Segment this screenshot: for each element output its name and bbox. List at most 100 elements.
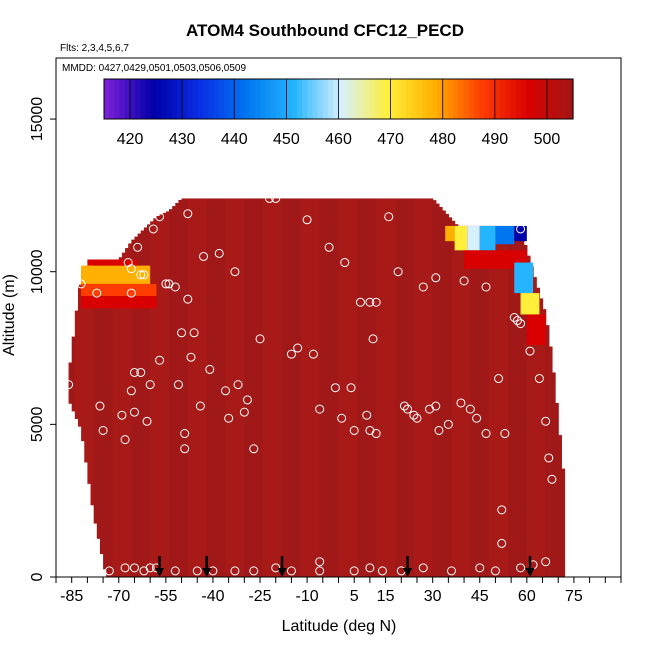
sample-point: [161, 279, 171, 289]
sample-point: [76, 279, 86, 289]
heatmap-column: [294, 198, 299, 577]
colorbar-segment: [489, 79, 496, 119]
colorbar-segment: [208, 79, 215, 119]
sample-point: [189, 328, 199, 338]
heatmap-column: [438, 207, 443, 577]
sample-point: [371, 429, 381, 439]
sample-point: [233, 380, 243, 390]
heatmap-patch: [81, 296, 157, 309]
sample-point: [129, 563, 139, 573]
flight-arrow-head: [403, 568, 413, 577]
heatmap-column: [357, 198, 362, 577]
y-tick-label: 0: [29, 572, 46, 581]
heatmap-column: [241, 198, 245, 577]
heatmap-column: [77, 284, 82, 427]
heatmap-column: [275, 198, 280, 577]
heatmap-column: [244, 198, 249, 577]
colorbar-segment: [562, 79, 569, 119]
heatmap-column: [87, 267, 92, 484]
colorbar-segment: [427, 79, 433, 119]
sample-point: [431, 273, 441, 283]
heatmap-column: [68, 362, 73, 404]
heatmap-column: [153, 218, 158, 577]
sample-point: [302, 215, 312, 225]
sample-point: [214, 248, 224, 258]
colorbar-segment: [536, 79, 543, 119]
sample-point: [195, 401, 205, 411]
sample-point: [475, 563, 485, 573]
sample-point: [393, 267, 403, 277]
heatmap-column: [150, 221, 154, 577]
colorbar-segment: [197, 79, 204, 119]
heatmap-column: [517, 228, 522, 577]
sample-point: [155, 355, 165, 365]
heatmap-column: [203, 198, 208, 577]
sample-point: [365, 563, 375, 573]
colorbar-segment: [234, 79, 241, 119]
heatmap-column: [429, 198, 434, 577]
colorbar-segment: [395, 79, 402, 119]
heatmap-column: [341, 198, 346, 577]
heatmap-column: [555, 402, 559, 577]
heatmap-column: [222, 198, 227, 577]
sample-point: [547, 474, 557, 484]
sample-point: [230, 267, 240, 277]
heatmap-column: [266, 198, 271, 577]
heatmap-column: [134, 236, 139, 577]
heatmap-column: [256, 198, 261, 577]
heatmap-column: [416, 198, 421, 577]
heatmap-column: [470, 225, 475, 577]
colorbar-segment: [286, 79, 293, 119]
heatmap-column: [253, 198, 258, 577]
colorbar-segment: [275, 79, 282, 119]
heatmap-column: [388, 198, 393, 577]
heatmap-column: [473, 225, 478, 577]
sample-point: [139, 566, 149, 576]
heatmap-column: [451, 220, 456, 577]
colorbar-segment: [442, 79, 449, 119]
x-tick-label: -85: [60, 588, 83, 605]
colorbar-segment: [291, 79, 298, 119]
colorbar-segment: [453, 79, 459, 119]
flights-subtitle: Flts: 2,3,4,5,6,7: [60, 43, 129, 54]
sample-point: [346, 383, 356, 393]
heatmap-patch: [526, 314, 546, 345]
heatmap-patch: [454, 225, 468, 251]
sample-point: [173, 380, 183, 390]
heatmap-column: [103, 260, 107, 570]
colorbar-segment: [218, 79, 225, 119]
heatmap-column: [479, 225, 484, 577]
colorbar-segment: [312, 79, 319, 119]
sample-point: [239, 407, 249, 417]
colorbar-segment: [515, 79, 522, 119]
heatmap-patch: [445, 225, 455, 242]
heatmap-column: [511, 228, 515, 577]
heatmap-column: [351, 198, 355, 577]
colorbar-tick-label: 430: [169, 131, 196, 148]
heatmap-patch: [467, 225, 480, 251]
sample-point: [120, 435, 130, 445]
heatmap-column: [391, 198, 396, 577]
heatmap-column: [175, 203, 180, 577]
sample-point: [136, 270, 146, 280]
colorbar-segment: [176, 79, 183, 119]
heatmap-column: [81, 270, 85, 442]
colorbar-segment: [567, 79, 574, 119]
heatmap-column: [147, 224, 151, 577]
heatmap-patch: [81, 265, 151, 284]
heatmap-column: [247, 198, 252, 577]
sample-point: [355, 297, 365, 307]
sample-point: [186, 352, 196, 362]
sample-point: [249, 566, 259, 576]
x-tick-label: 45: [471, 588, 489, 605]
sample-point: [525, 346, 535, 356]
colorbar-segment: [109, 79, 116, 119]
heatmap-column: [464, 225, 468, 577]
flight-arrow-head: [277, 568, 287, 577]
heatmap-column: [128, 243, 132, 577]
sample-point: [129, 407, 139, 417]
colorbar-segment: [322, 79, 329, 119]
sample-point: [139, 270, 149, 280]
colorbar-segment: [150, 79, 157, 119]
